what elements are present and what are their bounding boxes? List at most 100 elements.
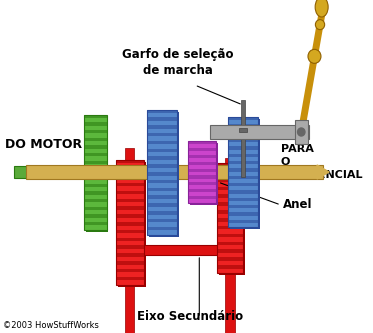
Bar — [228, 168, 258, 171]
Bar — [125, 245, 235, 255]
Bar — [228, 212, 258, 216]
Bar — [188, 155, 216, 158]
Bar — [84, 138, 107, 141]
Bar — [217, 186, 243, 190]
Bar — [116, 214, 144, 218]
Bar — [116, 206, 144, 210]
Bar — [116, 238, 144, 241]
Bar — [147, 219, 177, 222]
Circle shape — [316, 20, 325, 30]
Bar — [147, 180, 177, 183]
Bar — [217, 265, 243, 269]
Bar — [217, 241, 243, 245]
Bar — [217, 194, 243, 198]
Bar — [116, 277, 144, 280]
Bar — [84, 115, 107, 229]
Bar — [225, 158, 235, 333]
Bar — [84, 168, 107, 171]
Bar — [217, 202, 243, 206]
Bar — [147, 141, 177, 144]
Bar — [116, 245, 144, 249]
Bar — [116, 160, 144, 284]
Bar — [228, 198, 258, 201]
Bar — [147, 157, 177, 160]
Bar — [241, 100, 245, 177]
Bar — [217, 249, 243, 253]
Bar — [84, 122, 107, 126]
Bar — [295, 120, 308, 144]
Bar — [228, 205, 258, 208]
Bar — [147, 187, 177, 191]
Text: Anel: Anel — [283, 198, 312, 211]
Bar — [217, 226, 243, 229]
Bar — [217, 218, 243, 221]
Bar — [84, 214, 107, 218]
Bar — [147, 164, 177, 168]
Bar — [84, 115, 107, 118]
Bar — [116, 191, 144, 194]
Text: ©2003 HowStuffWorks: ©2003 HowStuffWorks — [3, 321, 98, 330]
Bar — [190, 143, 218, 205]
Bar — [230, 119, 260, 229]
Bar — [118, 162, 145, 286]
Bar — [147, 117, 177, 121]
Bar — [239, 128, 247, 132]
Bar — [116, 183, 144, 186]
Bar — [217, 179, 243, 182]
Bar — [149, 112, 179, 236]
Bar — [84, 161, 107, 164]
Bar — [228, 183, 258, 186]
Bar — [188, 162, 216, 165]
Text: Eixo Secundário: Eixo Secundário — [137, 310, 243, 323]
Bar — [228, 139, 258, 142]
Bar — [84, 206, 107, 210]
Bar — [116, 167, 144, 171]
Bar — [188, 148, 216, 151]
Bar — [84, 153, 107, 156]
Bar — [147, 110, 177, 113]
Bar — [86, 117, 109, 231]
Bar — [26, 165, 323, 179]
Bar — [116, 175, 144, 178]
Bar — [217, 210, 243, 214]
Circle shape — [308, 49, 321, 63]
Bar — [84, 191, 107, 194]
Bar — [84, 145, 107, 149]
Bar — [188, 168, 216, 171]
Bar — [147, 195, 177, 199]
Bar — [228, 220, 258, 223]
Bar — [228, 124, 258, 128]
Bar — [147, 149, 177, 152]
Bar — [210, 125, 309, 139]
Bar — [217, 234, 243, 237]
Bar — [14, 166, 95, 178]
Bar — [219, 165, 245, 275]
Bar — [147, 227, 177, 230]
Polygon shape — [317, 165, 329, 179]
Bar — [188, 141, 216, 144]
Bar — [84, 222, 107, 225]
Text: DO MOTOR: DO MOTOR — [4, 138, 82, 151]
Bar — [228, 146, 258, 150]
Bar — [84, 199, 107, 202]
Bar — [147, 125, 177, 129]
Bar — [116, 269, 144, 272]
Bar — [188, 141, 216, 203]
Bar — [84, 130, 107, 133]
Bar — [217, 257, 243, 261]
Bar — [116, 222, 144, 225]
Bar — [147, 110, 177, 234]
Text: PARA
O
DIFERENCIAL: PARA O DIFERENCIAL — [281, 144, 362, 180]
Ellipse shape — [315, 0, 328, 17]
Bar — [228, 176, 258, 179]
Bar — [116, 253, 144, 257]
Bar — [228, 117, 258, 227]
Bar — [217, 163, 243, 273]
Bar — [188, 189, 216, 192]
Bar — [228, 190, 258, 193]
Bar — [116, 230, 144, 233]
Bar — [147, 172, 177, 175]
Bar — [228, 154, 258, 157]
Bar — [228, 117, 258, 120]
Bar — [147, 133, 177, 137]
